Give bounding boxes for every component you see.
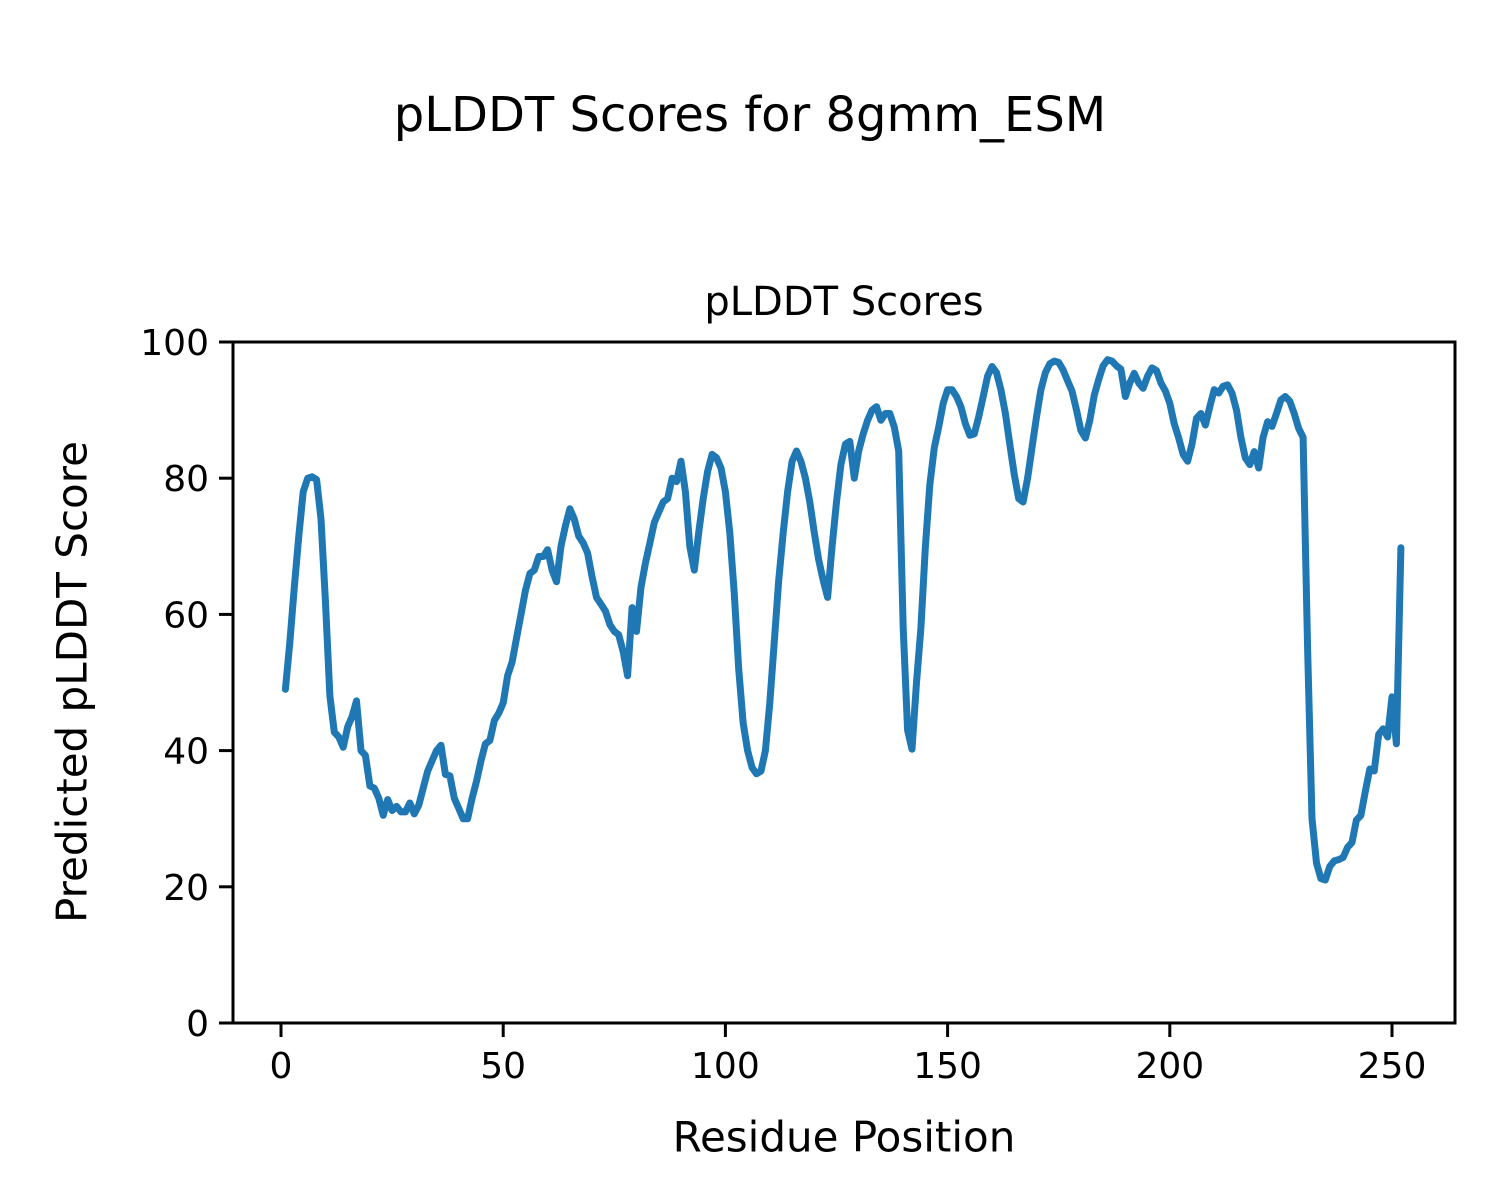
y-tick-label: 60: [163, 595, 209, 636]
x-axis-label: Residue Position: [672, 1112, 1016, 1162]
y-tick-label: 100: [140, 323, 209, 364]
y-tick-label: 20: [163, 868, 209, 909]
x-tick-label: 100: [691, 1046, 760, 1087]
x-tick-label: 50: [480, 1046, 526, 1087]
y-axis-label: Predicted pLDDT Score: [47, 441, 97, 923]
y-tick-label: 0: [186, 1004, 209, 1045]
y-tick-label: 80: [163, 459, 209, 500]
x-tick-label: 150: [913, 1046, 982, 1087]
x-tick-label: 250: [1358, 1046, 1427, 1087]
x-axis-ticks: 0 50 100 150 200 250: [270, 1023, 1427, 1087]
y-axis-ticks: 0 20 40 60 80 100: [140, 323, 233, 1045]
y-tick-label: 40: [163, 732, 209, 773]
axes-border: [231, 340, 1457, 1025]
plddt-line-series: [281, 356, 1405, 884]
figure-suptitle: pLDDT Scores for 8gmm_ESM: [393, 87, 1107, 143]
x-tick-label: 0: [270, 1046, 293, 1087]
axes-title: pLDDT Scores: [704, 279, 984, 325]
x-tick-label: 200: [1135, 1046, 1204, 1087]
